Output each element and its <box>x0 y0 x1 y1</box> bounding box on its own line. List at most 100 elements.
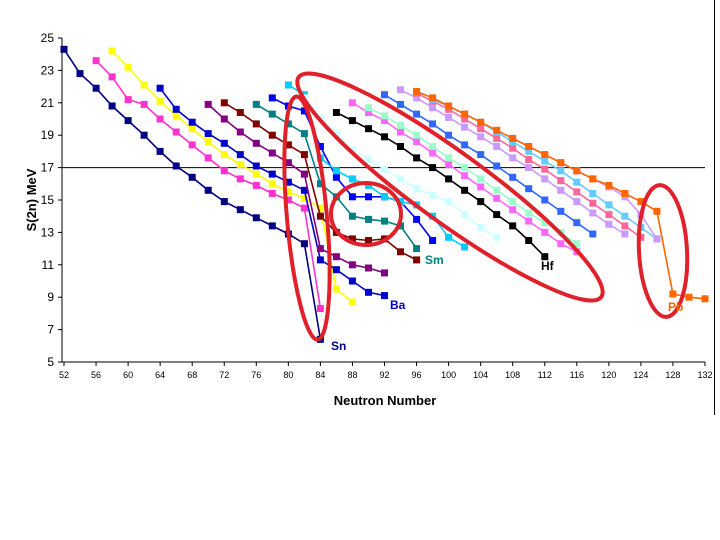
data-point <box>557 186 565 194</box>
data-point <box>365 215 372 223</box>
data-point <box>413 215 421 223</box>
data-point <box>236 206 244 214</box>
highlight-ellipse-pb <box>636 183 690 319</box>
data-point <box>124 96 132 104</box>
data-point <box>573 167 581 175</box>
series-line-12 <box>348 99 581 256</box>
data-point <box>573 219 581 227</box>
data-point <box>188 125 196 133</box>
data-point <box>365 237 372 244</box>
data-point <box>348 99 356 107</box>
data-point <box>365 125 372 133</box>
data-point <box>525 143 533 150</box>
data-point <box>381 269 388 277</box>
data-point <box>493 211 501 219</box>
data-point <box>300 204 308 212</box>
data-point <box>525 156 533 163</box>
data-point <box>589 199 597 207</box>
data-point <box>557 240 565 248</box>
data-point <box>429 94 437 102</box>
data-point <box>252 162 260 170</box>
x-tick-label: 72 <box>219 370 229 380</box>
data-point <box>589 175 597 183</box>
data-point <box>348 298 356 306</box>
data-point <box>413 110 421 118</box>
y-tick-label: 17 <box>41 161 55 175</box>
series-line <box>63 48 322 340</box>
data-point <box>204 154 212 162</box>
data-point <box>605 211 613 219</box>
data-point <box>76 70 84 78</box>
data-point <box>220 139 228 147</box>
data-point <box>268 190 276 197</box>
data-point <box>653 207 661 215</box>
x-tick-label: 100 <box>441 370 456 380</box>
data-point <box>92 84 100 92</box>
data-point <box>236 128 244 136</box>
data-point <box>156 147 164 155</box>
data-point <box>365 193 372 201</box>
data-point <box>445 198 453 206</box>
data-point <box>108 73 116 81</box>
data-point <box>589 230 597 238</box>
data-point <box>413 256 421 264</box>
data-point <box>557 207 565 215</box>
data-point <box>461 211 469 219</box>
data-point <box>365 264 372 272</box>
data-point <box>365 109 372 116</box>
x-tick-label: 88 <box>347 370 357 380</box>
annotation-sn: Sn <box>331 339 346 353</box>
data-point <box>477 224 485 231</box>
data-point <box>413 185 421 193</box>
data-point <box>300 170 308 178</box>
y-tick-label: 9 <box>47 290 54 304</box>
data-point <box>348 212 356 220</box>
data-point <box>541 253 549 261</box>
data-point <box>701 295 709 303</box>
data-point <box>268 94 276 102</box>
data-point <box>316 143 324 150</box>
x-tick-label: 104 <box>473 370 488 380</box>
data-point <box>284 188 292 196</box>
data-point <box>525 147 533 155</box>
data-point <box>140 131 148 139</box>
series-line-3 <box>108 47 356 306</box>
data-point <box>573 240 581 248</box>
data-point <box>268 170 276 178</box>
data-point <box>381 193 388 201</box>
data-point <box>509 198 517 206</box>
x-tick-label: 116 <box>570 370 584 380</box>
data-point <box>445 154 453 162</box>
data-point <box>605 220 613 228</box>
data-point <box>220 99 228 107</box>
data-point <box>236 109 244 116</box>
data-point <box>429 149 437 157</box>
data-point <box>348 146 356 154</box>
data-point <box>525 164 533 172</box>
frame-border-line <box>714 0 715 415</box>
y-tick-label: 5 <box>47 355 54 369</box>
data-point <box>413 138 421 146</box>
data-point <box>445 233 453 241</box>
data-point <box>493 194 501 202</box>
data-point <box>509 173 517 181</box>
series-line-15 <box>397 86 629 238</box>
data-point <box>637 198 645 206</box>
data-point <box>621 230 629 238</box>
data-point <box>268 110 276 118</box>
x-tick-label: 80 <box>283 370 293 380</box>
data-point <box>429 237 437 244</box>
y-tick-label: 21 <box>41 96 55 110</box>
data-point <box>284 120 292 128</box>
data-point <box>365 288 372 296</box>
series-line-4 <box>156 84 388 300</box>
data-point <box>348 235 356 243</box>
data-point <box>284 81 292 89</box>
data-point <box>332 285 340 293</box>
series-hf <box>332 109 549 261</box>
x-tick-label: 68 <box>187 370 197 380</box>
data-point <box>332 253 340 261</box>
data-point <box>541 175 549 183</box>
data-point <box>461 123 469 131</box>
data-point <box>461 115 469 123</box>
